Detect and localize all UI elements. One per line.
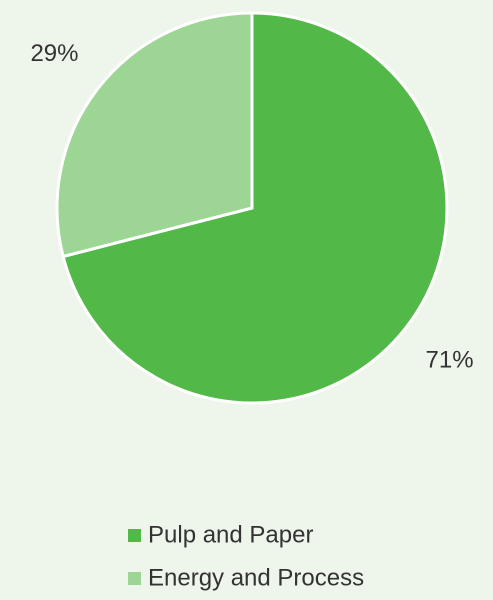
data-label: 29% [30,40,78,67]
legend-swatch [128,529,141,542]
pie-slice [61,11,449,405]
legend-label: Pulp and Paper [148,521,313,548]
legend-label: Energy and Process [148,564,364,591]
data-label: 71% [426,347,474,374]
legend-swatch [128,572,141,585]
pie-slice [55,11,254,259]
